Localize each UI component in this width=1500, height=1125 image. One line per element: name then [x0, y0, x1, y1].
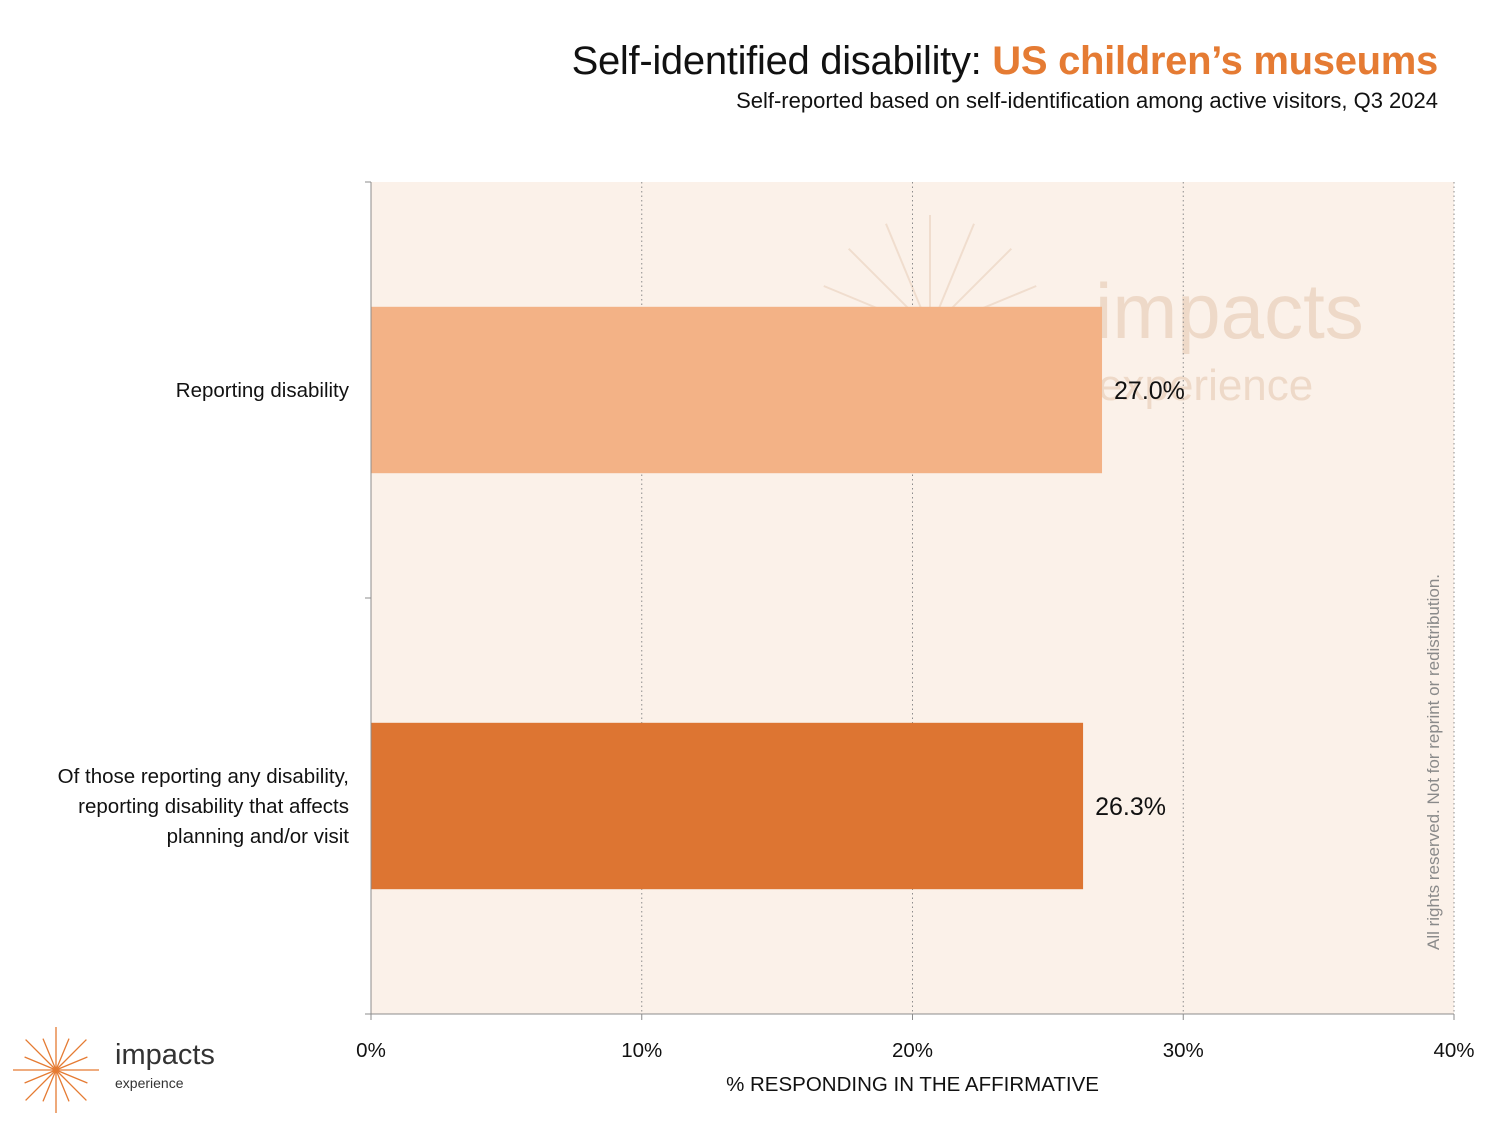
logo-word: impacts: [115, 1039, 215, 1071]
category-label: Of those reporting any disability, report…: [58, 765, 350, 848]
watermark-word: impacts: [1095, 267, 1364, 355]
data-label: 26.3%: [1095, 793, 1166, 821]
axes: 0% 10% 20% 30% 40%: [356, 181, 1475, 1062]
title-main: Self-identified disability:: [571, 39, 993, 83]
logo-sub: experience: [115, 1075, 184, 1091]
bar: [371, 306, 1103, 474]
title-accent: US children’s museums: [992, 39, 1438, 83]
x-tick-label: 30%: [1163, 1039, 1204, 1062]
x-tick-label: 0%: [356, 1039, 386, 1062]
x-tick-label: 40%: [1433, 1039, 1474, 1062]
chart-title: Self-identified disability: US children’…: [571, 36, 1439, 116]
watermark-sub: experience: [1098, 361, 1313, 410]
x-tick-label: 20%: [892, 1039, 933, 1062]
brand-logo: impacts experience: [12, 1026, 232, 1116]
x-tick-label: 10%: [621, 1039, 662, 1062]
copyright-notice: All rights reserved. Not for reprint or …: [1424, 573, 1443, 951]
title-line: Self-identified disability: US children’…: [571, 36, 1439, 86]
bar: [371, 722, 1084, 890]
labels: 27.0% Reporting disability 26.3% Of those r…: [58, 377, 1185, 848]
bars: [371, 306, 1103, 890]
data-label: 27.0%: [1114, 377, 1185, 405]
sunburst-icon: [13, 1027, 99, 1113]
chart-subtitle: Self-reported based on self-identificati…: [736, 88, 1438, 113]
x-axis-title: % RESPONDING IN THE AFFIRMATIVE: [726, 1073, 1099, 1096]
category-label: Reporting disability: [176, 379, 350, 402]
